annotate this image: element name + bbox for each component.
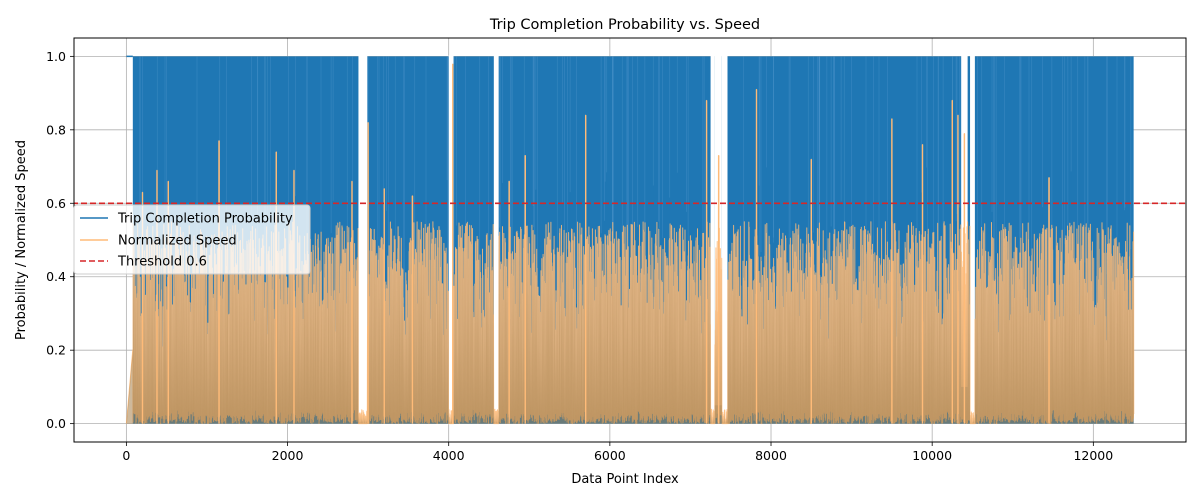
x-tick-label: 2000 bbox=[272, 448, 304, 463]
chart-title: Trip Completion Probability vs. Speed bbox=[489, 17, 760, 33]
y-tick-label: 0.8 bbox=[46, 122, 66, 137]
probability-gap bbox=[721, 55, 728, 425]
x-tick-label: 4000 bbox=[433, 448, 465, 463]
x-axis-ticks: 0 2000 4000 6000 8000 10000 12000 bbox=[122, 442, 1113, 463]
y-tick-label: 0.2 bbox=[46, 343, 66, 358]
x-tick-label: 8000 bbox=[755, 448, 787, 463]
legend-label-threshold: Threshold 0.6 bbox=[117, 255, 207, 270]
y-tick-label: 1.0 bbox=[46, 49, 66, 64]
probability-texture bbox=[139, 56, 1132, 367]
series-normalized-speed bbox=[125, 63, 1135, 425]
probability-gap bbox=[710, 55, 715, 425]
probability-gap bbox=[448, 55, 454, 425]
speed-fill bbox=[126, 89, 1134, 424]
probability-gap bbox=[493, 55, 499, 425]
legend: Trip Completion Probability Normalized S… bbox=[73, 204, 311, 275]
probability-gap bbox=[358, 55, 368, 425]
y-tick-label: 0.0 bbox=[46, 416, 66, 431]
legend-label-speed: Normalized Speed bbox=[118, 234, 237, 249]
y-axis-label: Probability / Normalized Speed bbox=[14, 140, 29, 340]
y-tick-label: 0.4 bbox=[46, 269, 66, 284]
x-axis-label: Data Point Index bbox=[571, 472, 679, 487]
x-tick-label: 12000 bbox=[1073, 448, 1113, 463]
probability-gap bbox=[970, 55, 975, 425]
x-tick-label: 0 bbox=[122, 448, 130, 463]
x-tick-label: 10000 bbox=[912, 448, 952, 463]
legend-label-probability: Trip Completion Probability bbox=[117, 212, 293, 227]
legend-box bbox=[73, 204, 311, 275]
y-tick-label: 0.6 bbox=[46, 196, 66, 211]
x-tick-label: 6000 bbox=[594, 448, 626, 463]
y-axis-ticks: 0.0 0.2 0.4 0.6 0.8 1.0 bbox=[46, 49, 74, 431]
